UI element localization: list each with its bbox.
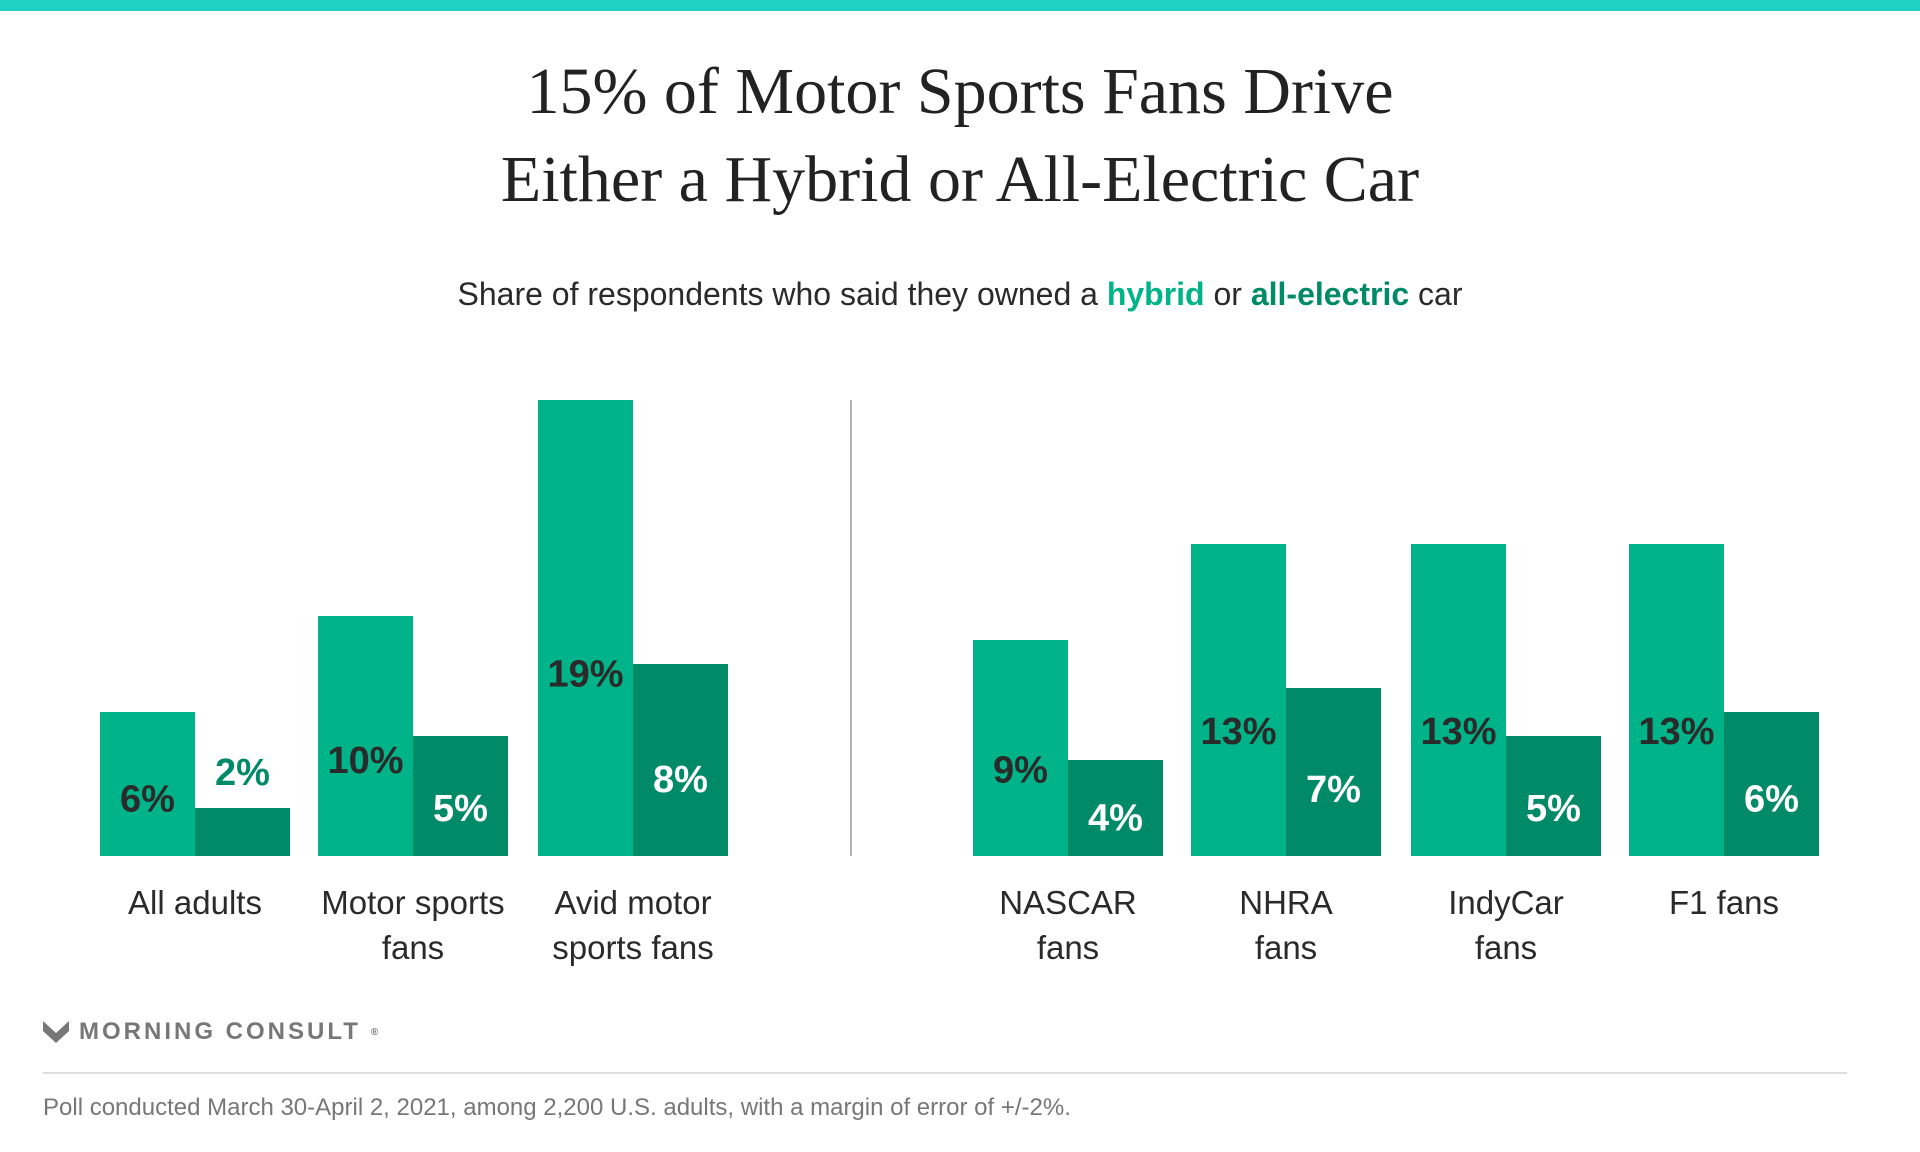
category-label: IndyCar bbox=[1448, 884, 1564, 921]
morning-consult-logo: MORNING CONSULT ® bbox=[43, 1018, 381, 1046]
electric-bar bbox=[1506, 736, 1601, 856]
hybrid-value-label: 13% bbox=[1638, 711, 1714, 753]
category-label: fans bbox=[382, 929, 444, 966]
subtitle-suffix: car bbox=[1409, 276, 1463, 312]
hybrid-bar bbox=[1191, 544, 1286, 856]
chart-subtitle: Share of respondents who said they owned… bbox=[0, 276, 1920, 313]
category-label: sports fans bbox=[552, 929, 713, 966]
category-label: All adults bbox=[128, 884, 262, 921]
category-label: fans bbox=[1475, 929, 1537, 966]
electric-value-label: 8% bbox=[653, 759, 708, 801]
legend-electric: all-electric bbox=[1250, 276, 1410, 312]
category-label: Motor sports bbox=[321, 884, 504, 921]
hybrid-value-label: 19% bbox=[547, 654, 623, 696]
category-label: fans bbox=[1255, 929, 1317, 966]
title-line-2: Either a Hybrid or All-Electric Car bbox=[500, 143, 1420, 216]
category-label: Avid motor bbox=[554, 884, 711, 921]
electric-value-label: 2% bbox=[215, 752, 270, 794]
electric-bar bbox=[195, 808, 290, 856]
category-label: fans bbox=[1037, 929, 1099, 966]
electric-bar bbox=[413, 736, 508, 856]
hybrid-bar bbox=[1629, 544, 1724, 856]
hybrid-value-label: 13% bbox=[1420, 711, 1496, 753]
electric-value-label: 6% bbox=[1744, 778, 1799, 820]
chart-title: 15% of Motor Sports Fans Drive Either a … bbox=[0, 48, 1920, 224]
electric-value-label: 7% bbox=[1306, 769, 1361, 811]
electric-value-label: 5% bbox=[1526, 788, 1581, 830]
footer-note: Poll conducted March 30-April 2, 2021, a… bbox=[43, 1094, 1071, 1121]
hybrid-bar bbox=[538, 400, 633, 856]
hybrid-bar bbox=[973, 640, 1068, 856]
footer-divider bbox=[43, 1072, 1847, 1074]
hybrid-bar bbox=[318, 616, 413, 856]
subtitle-prefix: Share of respondents who said they owned… bbox=[457, 276, 1107, 312]
electric-value-label: 4% bbox=[1088, 798, 1143, 840]
hybrid-value-label: 13% bbox=[1200, 711, 1276, 753]
electric-bar bbox=[633, 664, 728, 856]
electric-bar bbox=[1068, 760, 1163, 856]
electric-bar bbox=[1724, 712, 1819, 856]
electric-bar bbox=[1286, 688, 1381, 856]
title-line-1: 15% of Motor Sports Fans Drive bbox=[526, 55, 1394, 128]
hybrid-value-label: 9% bbox=[993, 750, 1048, 792]
legend-hybrid: hybrid bbox=[1106, 276, 1205, 312]
category-label: NHRA bbox=[1239, 884, 1333, 921]
electric-value-label: 5% bbox=[433, 788, 488, 830]
morning-consult-logo-icon bbox=[43, 1021, 69, 1043]
bar-chart: 6% 2% All adults 10% 5% Motor sports fans 19% 8%… bbox=[100, 400, 1819, 966]
hybrid-value-label: 6% bbox=[120, 778, 175, 820]
subtitle-mid: or bbox=[1204, 276, 1251, 312]
logo-mark: ® bbox=[370, 1026, 382, 1038]
hybrid-value-label: 10% bbox=[327, 740, 403, 782]
logo-text: MORNING CONSULT bbox=[79, 1018, 361, 1045]
top-accent-bar bbox=[0, 0, 1920, 11]
hybrid-bar bbox=[100, 712, 195, 856]
hybrid-bar bbox=[1411, 544, 1506, 856]
category-label: NASCAR bbox=[999, 884, 1137, 921]
category-label: F1 fans bbox=[1669, 884, 1779, 921]
